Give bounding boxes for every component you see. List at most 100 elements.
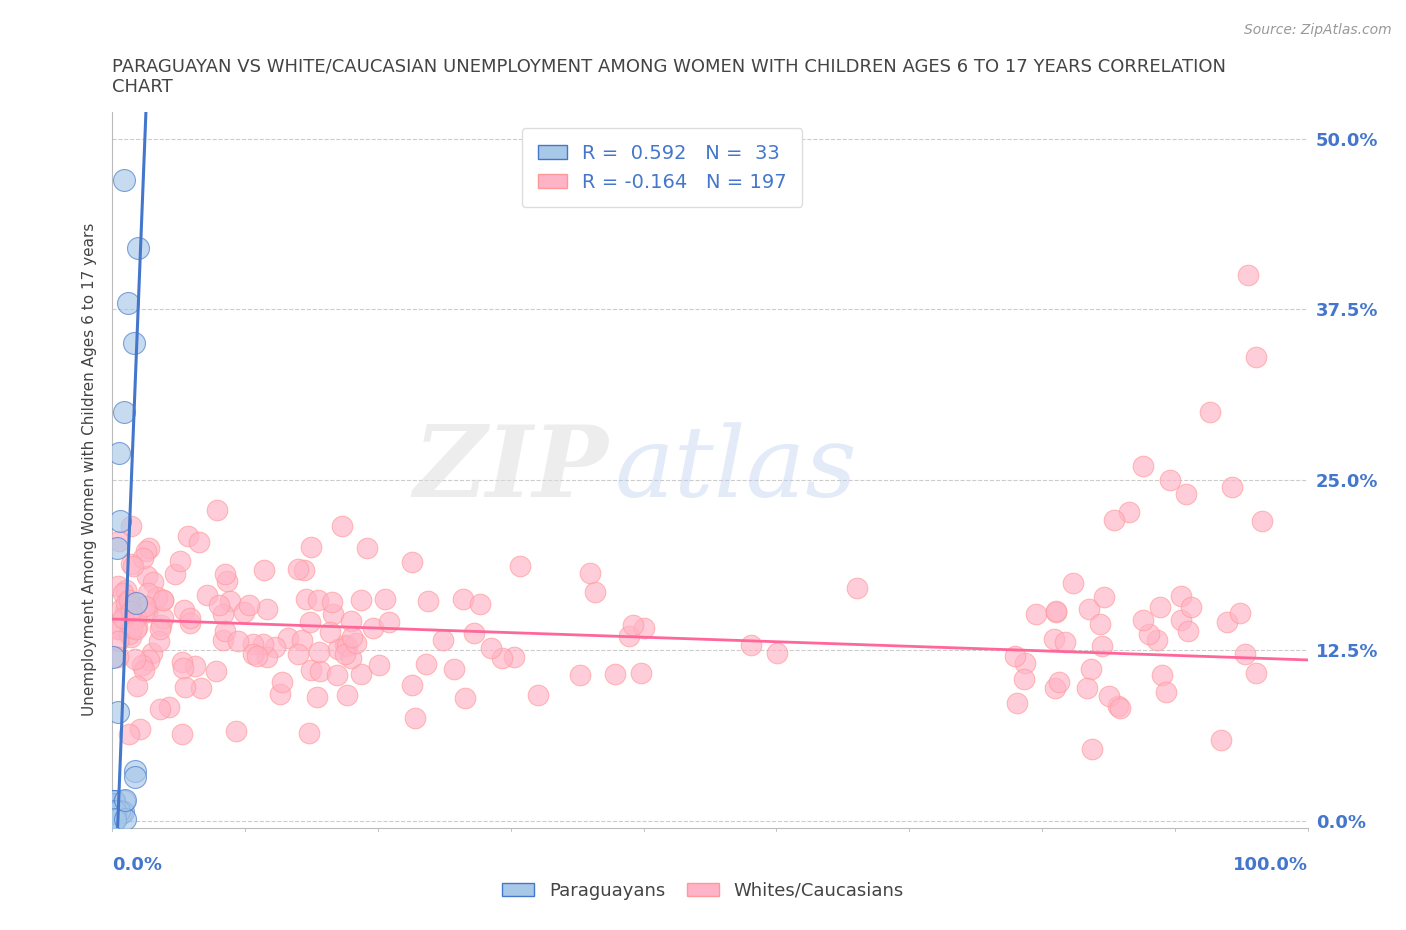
Point bbox=[1014, 656, 1036, 671]
Point bbox=[479, 641, 502, 656]
Point bbox=[104, 813, 127, 828]
Point bbox=[333, 646, 356, 661]
Point bbox=[1098, 688, 1121, 703]
Point bbox=[110, 601, 132, 616]
Point bbox=[120, 604, 142, 618]
Point bbox=[211, 606, 233, 621]
Point bbox=[294, 591, 316, 606]
Point bbox=[125, 621, 148, 636]
Point bbox=[305, 689, 328, 704]
Point bbox=[443, 661, 465, 676]
Point bbox=[114, 812, 136, 827]
Point bbox=[195, 588, 218, 603]
Point bbox=[103, 793, 125, 808]
Point bbox=[242, 637, 264, 652]
Point bbox=[1107, 698, 1129, 713]
Point bbox=[173, 680, 195, 695]
Point bbox=[292, 563, 315, 578]
Point bbox=[114, 604, 136, 618]
Point bbox=[217, 574, 239, 589]
Point bbox=[134, 599, 156, 614]
Point bbox=[135, 543, 157, 558]
Point bbox=[104, 804, 127, 818]
Point bbox=[1174, 486, 1197, 501]
Point bbox=[1102, 513, 1125, 528]
Point bbox=[401, 678, 423, 693]
Point bbox=[101, 650, 124, 665]
Point bbox=[111, 804, 134, 819]
Point bbox=[569, 668, 592, 683]
Point bbox=[124, 651, 146, 666]
Point bbox=[1146, 633, 1168, 648]
Point bbox=[124, 770, 146, 785]
Point bbox=[1177, 624, 1199, 639]
Point bbox=[319, 625, 342, 640]
Point bbox=[1233, 646, 1256, 661]
Point bbox=[336, 687, 359, 702]
Point bbox=[157, 699, 180, 714]
Point bbox=[214, 624, 236, 639]
Point bbox=[264, 640, 287, 655]
Point bbox=[184, 658, 207, 673]
Point bbox=[463, 626, 485, 641]
Point bbox=[136, 585, 159, 600]
Point bbox=[346, 635, 368, 650]
Point bbox=[578, 565, 600, 580]
Point bbox=[136, 569, 159, 584]
Point bbox=[526, 687, 548, 702]
Point bbox=[232, 604, 254, 619]
Point bbox=[1244, 666, 1267, 681]
Text: 100.0%: 100.0% bbox=[1233, 857, 1308, 874]
Point bbox=[149, 621, 172, 636]
Point bbox=[605, 667, 627, 682]
Point bbox=[1216, 615, 1239, 630]
Point bbox=[633, 620, 655, 635]
Point bbox=[101, 793, 124, 808]
Point bbox=[122, 559, 145, 574]
Point bbox=[121, 620, 143, 635]
Point bbox=[112, 172, 135, 187]
Point bbox=[142, 574, 165, 589]
Point bbox=[321, 594, 343, 609]
Point bbox=[299, 663, 322, 678]
Point bbox=[108, 445, 131, 460]
Point bbox=[170, 726, 193, 741]
Point bbox=[205, 663, 228, 678]
Point bbox=[112, 793, 135, 808]
Point bbox=[124, 764, 146, 778]
Point bbox=[1118, 505, 1140, 520]
Point bbox=[118, 598, 141, 613]
Point bbox=[112, 405, 135, 419]
Point bbox=[415, 657, 437, 671]
Point bbox=[356, 540, 378, 555]
Point bbox=[152, 592, 174, 607]
Point bbox=[114, 793, 136, 808]
Point bbox=[125, 620, 148, 635]
Point bbox=[120, 556, 142, 571]
Point bbox=[127, 241, 149, 256]
Point bbox=[225, 724, 247, 738]
Point bbox=[205, 502, 228, 517]
Point bbox=[1132, 613, 1154, 628]
Point bbox=[1080, 661, 1102, 676]
Point bbox=[1047, 674, 1070, 689]
Point bbox=[107, 621, 129, 636]
Point bbox=[340, 630, 363, 644]
Point bbox=[108, 513, 131, 528]
Point bbox=[350, 667, 373, 682]
Point bbox=[107, 649, 129, 664]
Point bbox=[211, 632, 233, 647]
Point bbox=[336, 639, 359, 654]
Point bbox=[177, 528, 200, 543]
Point bbox=[256, 601, 278, 616]
Legend: Paraguayans, Whites/Caucasians: Paraguayans, Whites/Caucasians bbox=[495, 874, 911, 907]
Point bbox=[401, 554, 423, 569]
Point bbox=[122, 336, 145, 351]
Point bbox=[1078, 602, 1101, 617]
Point bbox=[105, 540, 128, 555]
Point bbox=[1053, 634, 1076, 649]
Point bbox=[256, 649, 278, 664]
Point bbox=[1150, 668, 1173, 683]
Point bbox=[1045, 604, 1067, 618]
Point bbox=[287, 562, 309, 577]
